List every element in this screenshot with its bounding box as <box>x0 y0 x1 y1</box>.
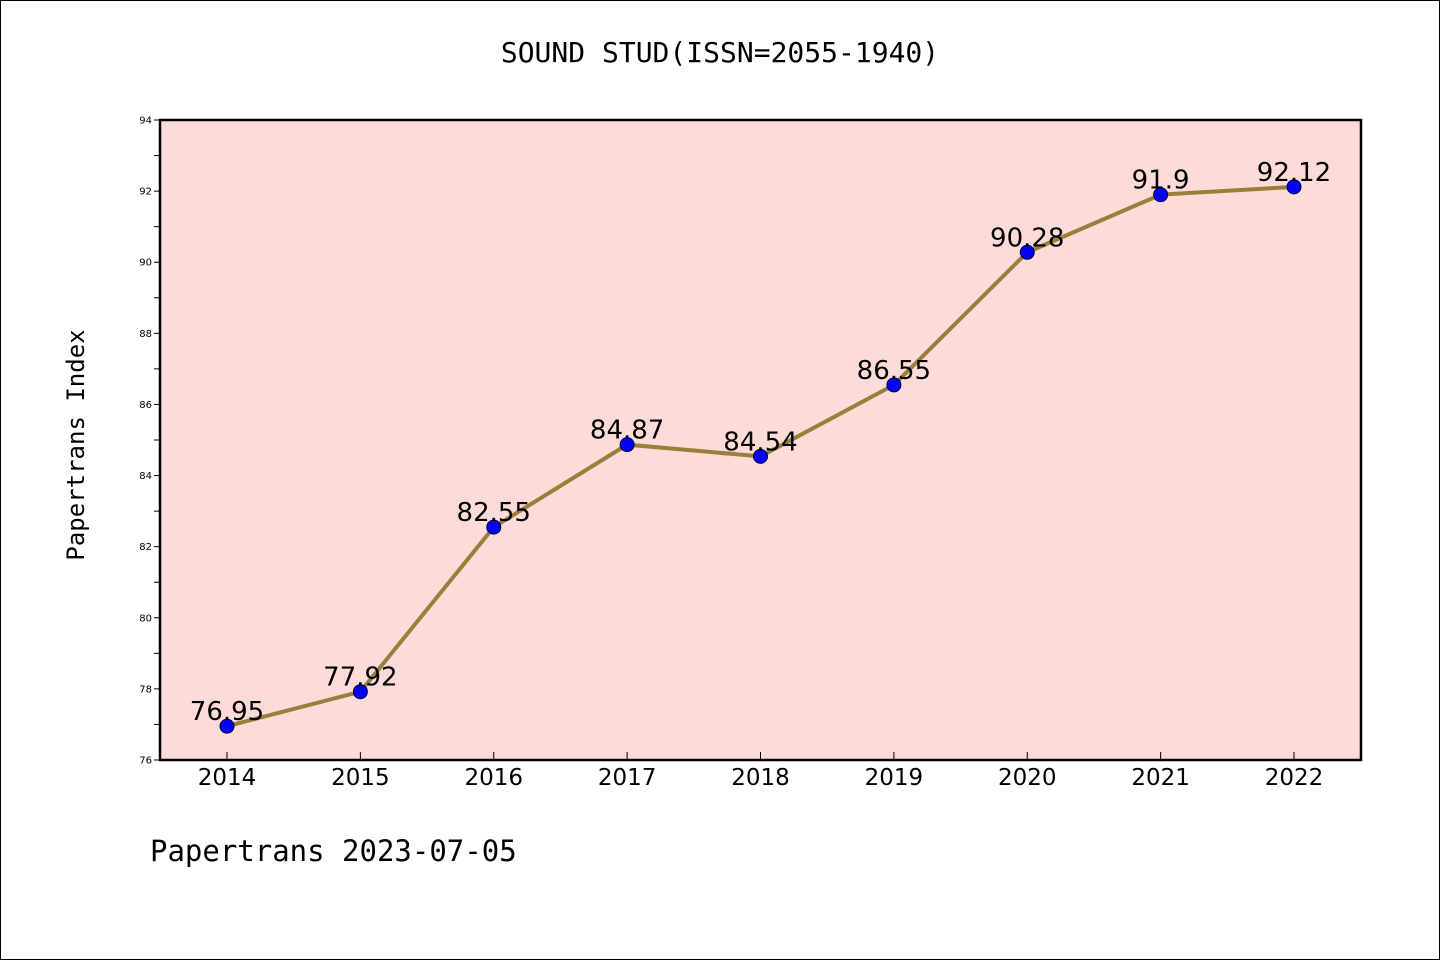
data-point <box>619 437 635 453</box>
x-tick-label: 2017 <box>598 765 657 791</box>
plot-area <box>158 118 1363 762</box>
x-tick-label: 2022 <box>1265 765 1324 791</box>
x-tick-label: 2015 <box>331 765 390 791</box>
footer-caption: Papertrans 2023-07-05 <box>150 834 517 868</box>
data-label: 76.95 <box>190 697 264 727</box>
data-label: 92.12 <box>1257 158 1331 188</box>
data-point <box>486 519 502 535</box>
x-tick-label: 2021 <box>1131 765 1190 791</box>
data-point <box>753 448 768 464</box>
data-point <box>219 718 235 734</box>
data-label: 90.28 <box>990 223 1064 253</box>
x-tick-label: 2014 <box>198 765 257 791</box>
y-tick-label: 86 <box>139 400 152 411</box>
data-point <box>1153 187 1169 203</box>
data-point <box>1019 244 1035 260</box>
data-label: 77.92 <box>323 663 397 693</box>
y-tick-label: 82 <box>139 542 152 553</box>
y-tick-label: 84 <box>139 471 152 482</box>
data-label: 86.55 <box>857 356 931 386</box>
x-tick-label: 2020 <box>998 765 1057 791</box>
y-tick-label: 94 <box>139 116 152 127</box>
x-tick-label: 2016 <box>464 765 523 791</box>
y-tick-label: 90 <box>139 258 152 269</box>
data-point <box>886 377 902 393</box>
y-tick-label: 88 <box>139 329 152 340</box>
data-label: 91.9 <box>1132 166 1190 196</box>
data-label: 84.87 <box>590 416 664 446</box>
y-tick-label: 92 <box>139 187 152 198</box>
data-point <box>352 684 368 700</box>
data-point <box>1286 179 1302 195</box>
y-tick-label: 80 <box>139 613 152 624</box>
x-tick-label: 2018 <box>731 765 790 791</box>
data-label: 84.54 <box>723 427 797 457</box>
y-tick-label: 78 <box>139 684 152 695</box>
data-label: 82.55 <box>457 498 531 528</box>
x-tick-label: 2019 <box>865 765 924 791</box>
chart-title: SOUND STUD(ISSN=2055-1940) <box>500 36 940 69</box>
y-tick-label: 76 <box>139 756 152 767</box>
